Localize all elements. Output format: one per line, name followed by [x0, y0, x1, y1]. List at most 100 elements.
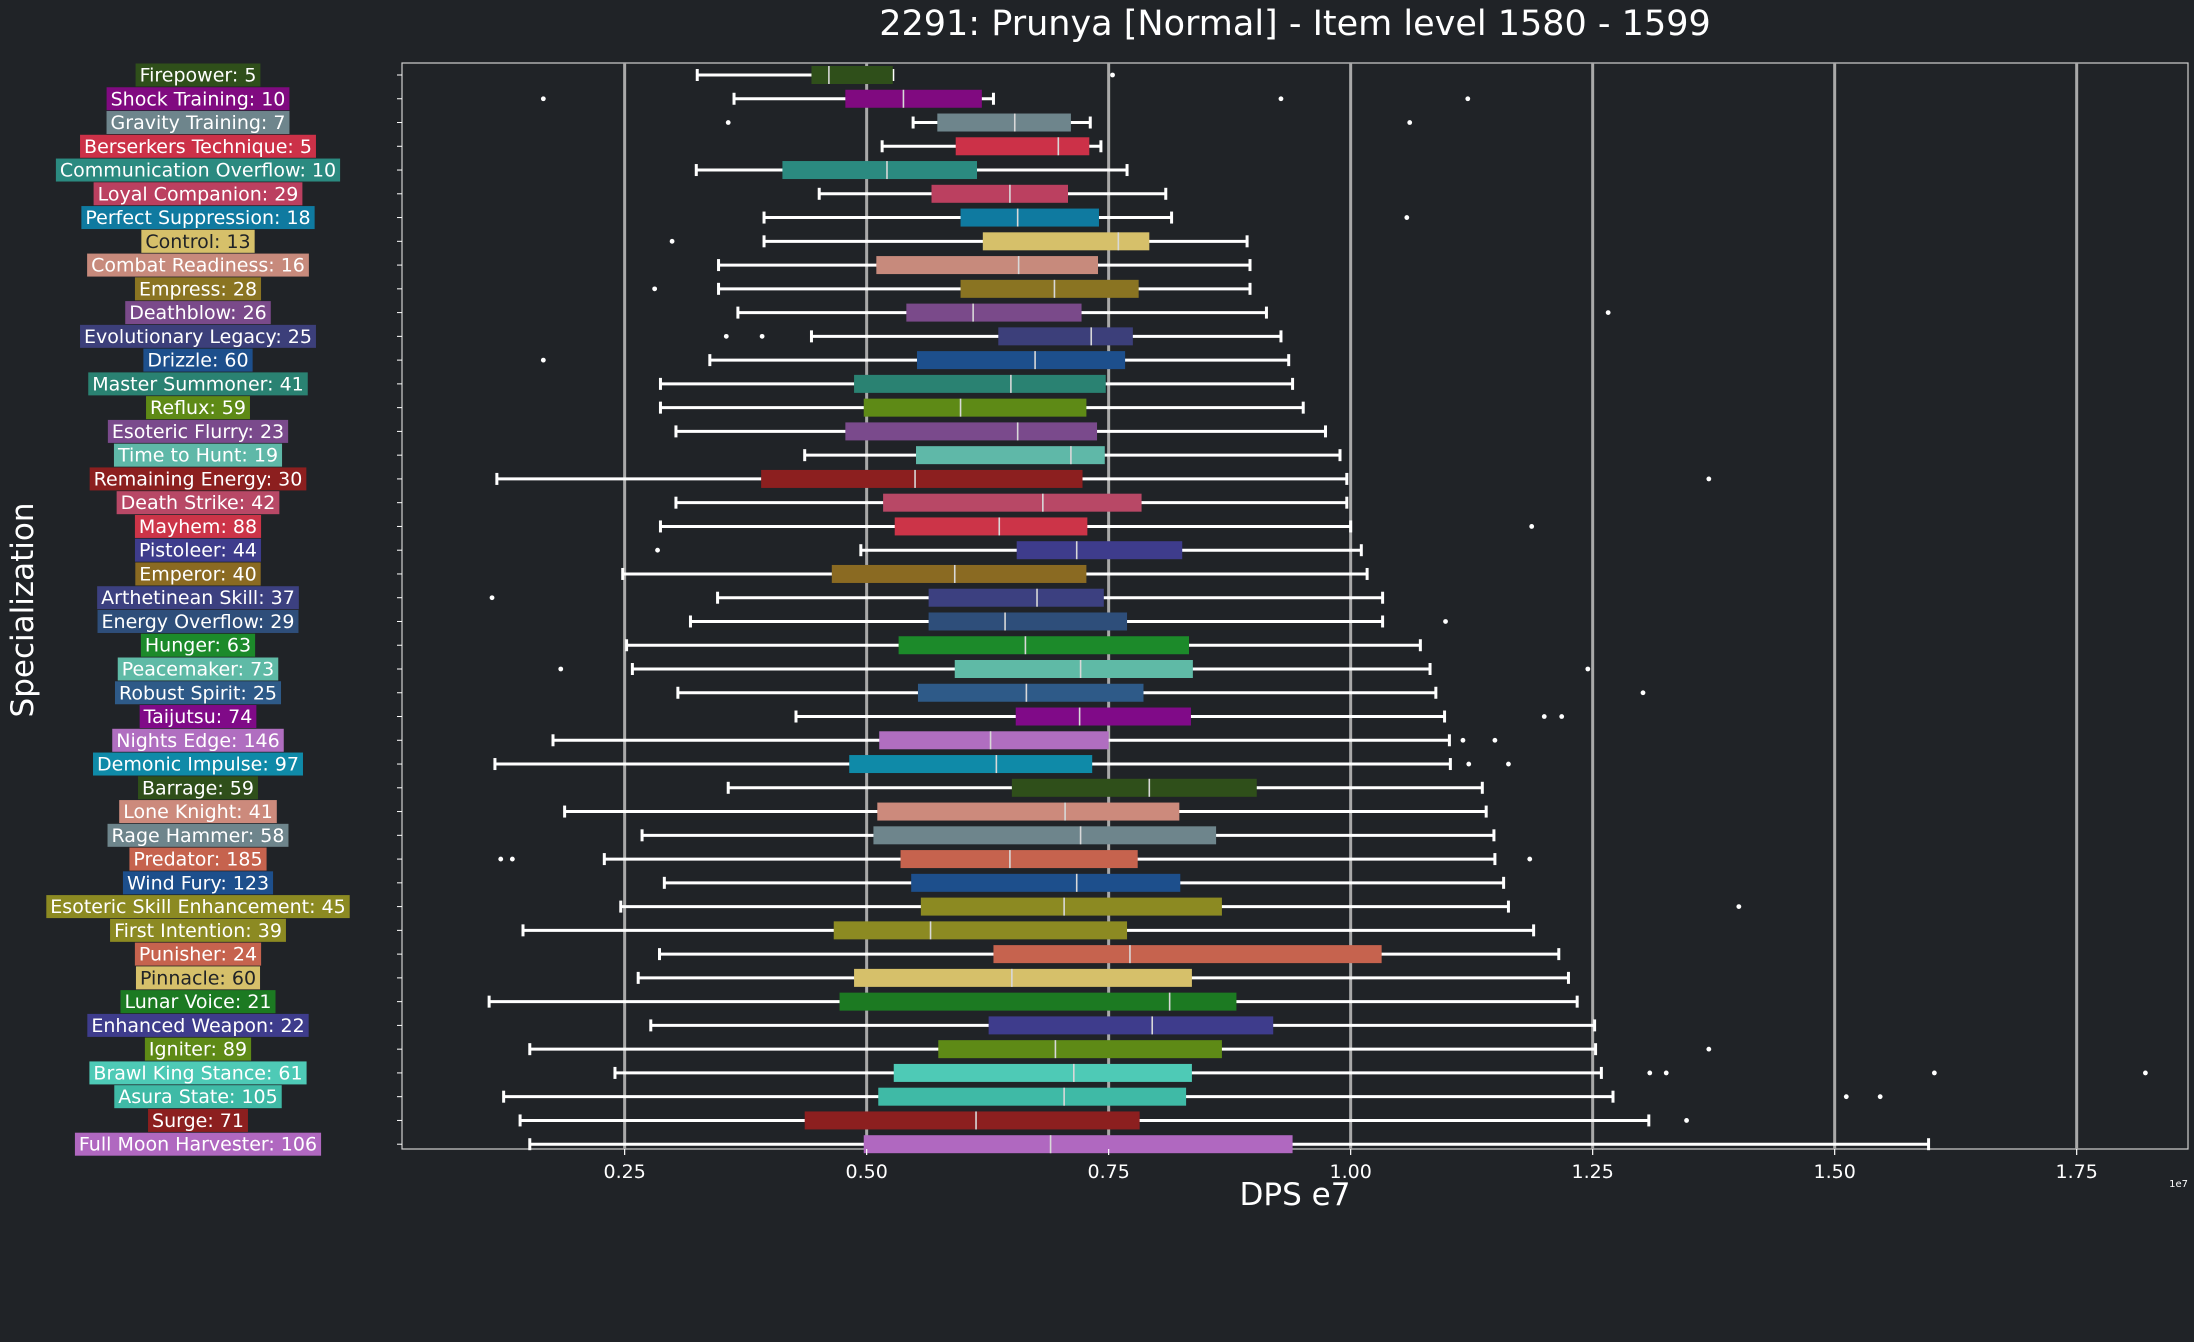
- y-label-text: Drizzle: 60: [147, 350, 248, 372]
- y-label-bg: [119, 800, 277, 824]
- y-label-punisher-24: Punisher: 24: [134, 942, 262, 966]
- y-label-bg: [138, 776, 258, 800]
- y-label-text: Surge: 71: [152, 1110, 244, 1132]
- y-label-bg: [139, 705, 257, 729]
- y-label-bg: [135, 63, 261, 87]
- box-full-moon-harvester-106: [397, 1135, 1931, 1154]
- outlier-point: [1663, 1070, 1669, 1076]
- y-label-text: Asura State: 105: [118, 1086, 277, 1108]
- outlier-point: [1877, 1094, 1883, 1100]
- x-scale-label: 1e7: [2169, 1179, 2188, 1190]
- y-label-full-moon-harvester-106: Full Moon Harvester: 106: [74, 1132, 322, 1156]
- y-label-text: Nights Edge: 146: [116, 730, 280, 752]
- box-barrage-59: [397, 778, 1484, 797]
- y-label-text: Firepower: 5: [140, 65, 257, 87]
- y-label-bg: [107, 419, 289, 443]
- outlier-point: [1684, 1118, 1689, 1123]
- box-robust-spirit-25: [397, 683, 1646, 702]
- iqr-box: [873, 826, 1217, 845]
- y-label-text: Deathblow: 26: [129, 302, 267, 324]
- y-label-peacemaker-73: Peacemaker: 73: [117, 657, 279, 681]
- y-label-bg: [113, 443, 283, 467]
- box-gravity-training-7: [397, 113, 1413, 132]
- y-label-pinnacle-60: Pinnacle: 60: [135, 966, 261, 990]
- x-tick-label: 1.25: [1572, 1161, 1614, 1183]
- y-label-master-summoner-41: Master Summoner: 41: [88, 372, 308, 396]
- y-label-text: Loyal Companion: 29: [98, 183, 299, 205]
- box-perfect-suppression-18: [397, 208, 1410, 227]
- iqr-box: [916, 446, 1105, 465]
- y-label-text: Wind Fury: 123: [127, 872, 269, 894]
- iqr-box: [845, 422, 1098, 441]
- outlier-point: [1931, 1070, 1937, 1076]
- outlier-point: [1466, 761, 1472, 767]
- outlier-point: [1843, 1094, 1849, 1100]
- y-label-lone-knight-41: Lone Knight: 41: [119, 800, 277, 824]
- y-label-bg: [117, 657, 279, 681]
- y-label-predator-185: Predator: 185: [129, 847, 267, 871]
- iqr-box: [854, 374, 1106, 393]
- y-label-text: Taijutsu: 74: [143, 706, 253, 728]
- y-label-text: Combat Readiness: 16: [91, 255, 305, 277]
- y-label-deathblow-26: Deathblow: 26: [125, 301, 271, 325]
- iqr-box: [804, 1111, 1140, 1130]
- y-label-text: Remaining Energy: 30: [94, 468, 303, 490]
- y-label-surge-71: Surge: 71: [148, 1108, 248, 1132]
- y-label-reflux-59: Reflux: 59: [146, 396, 250, 420]
- iqr-box: [879, 731, 1109, 750]
- y-label-esoteric-flurry-23: Esoteric Flurry: 23: [107, 419, 289, 443]
- box-igniter-89: [397, 1040, 1712, 1059]
- iqr-box: [845, 89, 982, 108]
- box-emperor-40: [397, 564, 1369, 583]
- box-loyal-companion-29: [397, 184, 1168, 203]
- box-punisher-24: [397, 945, 1561, 964]
- box-wind-fury-123: [397, 873, 1506, 892]
- x-tick-label: 0.75: [1087, 1161, 1129, 1183]
- iqr-box: [893, 1063, 1192, 1082]
- box-shock-training-10: [397, 89, 1471, 108]
- y-label-bg: [87, 253, 309, 277]
- y-label-text: Esoteric Skill Enhancement: 45: [50, 896, 345, 918]
- y-label-bg: [122, 871, 274, 895]
- boxes-group: [397, 66, 2148, 1154]
- x-axis-label: DPS e7: [1240, 1177, 1351, 1213]
- y-label-bg: [144, 1037, 252, 1061]
- y-label-bg: [93, 752, 303, 776]
- iqr-box: [878, 1087, 1187, 1106]
- y-label-asura-state-105: Asura State: 105: [114, 1085, 282, 1109]
- iqr-box: [833, 921, 1128, 940]
- y-axis-label: Specialization: [5, 503, 41, 718]
- outlier-point: [1506, 761, 1511, 767]
- iqr-box: [831, 564, 1087, 583]
- box-master-summoner-41: [397, 374, 1295, 393]
- box-drizzle-60: [397, 351, 1291, 370]
- iqr-box: [877, 802, 1180, 821]
- outlier-point: [725, 120, 731, 125]
- iqr-box: [954, 660, 1193, 678]
- box-esoteric-skill-enhancement-45: [397, 897, 1742, 916]
- y-label-bg: [89, 1061, 307, 1085]
- outlier-point: [509, 856, 515, 862]
- y-label-text: Death Strike: 42: [121, 492, 276, 514]
- y-label-energy-overflow-29: Energy Overflow: 29: [97, 609, 299, 633]
- x-tick-label: 1.50: [1814, 1161, 1856, 1183]
- iqr-box: [917, 683, 1144, 702]
- y-label-pistoleer-44: Pistoleer: 44: [134, 538, 262, 562]
- y-label-bg: [81, 206, 315, 230]
- box-remaining-energy-30: [397, 469, 1712, 488]
- outlier-point: [652, 286, 658, 292]
- y-label-bg: [97, 586, 299, 610]
- gridlines: [623, 63, 2079, 1149]
- y-label-bg: [114, 681, 282, 705]
- outlier-point: [558, 666, 564, 672]
- box-first-intention-39: [397, 921, 1536, 940]
- y-label-bg: [89, 467, 307, 491]
- box-deathblow-26: [397, 303, 1611, 322]
- outlier-point: [540, 357, 546, 363]
- box-pinnacle-60: [397, 968, 1570, 987]
- y-label-nights-edge-146: Nights Edge: 146: [112, 728, 284, 752]
- y-label-bg: [135, 966, 261, 990]
- iqr-box: [854, 968, 1192, 987]
- box-combat-readiness-16: [397, 256, 1252, 275]
